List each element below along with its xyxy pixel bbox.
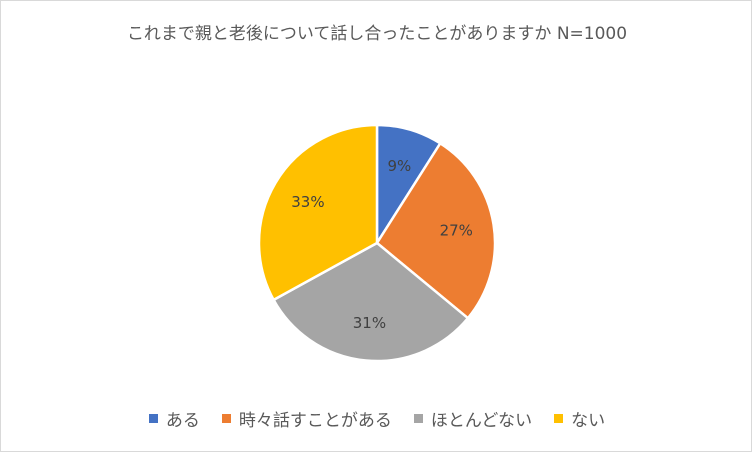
legend-label-aru: ある <box>165 411 200 431</box>
data-label-nai: 33% <box>291 193 324 211</box>
legend-label-tokidoki: 時々話すことがある <box>238 411 392 431</box>
legend: ある 時々話すことがある ほとんどない ない <box>1 406 752 431</box>
chart-title: これまで親と老後について話し合ったことがありますか N=1000 <box>126 24 628 44</box>
legend-item-hotondo: ほとんどない <box>413 406 533 431</box>
legend-label-hotondo: ほとんどない <box>430 411 533 431</box>
data-label-tokidoki: 27% <box>440 221 473 239</box>
pie-slice-hotondo <box>272 241 470 363</box>
legend-swatch-nai <box>554 414 564 423</box>
legend-label-nai: ない <box>571 411 606 431</box>
legend-swatch-aru <box>148 414 158 423</box>
data-label-hotondo: 31% <box>353 314 386 332</box>
pie-slice-nai <box>257 123 379 302</box>
legend-swatch-hotondo <box>413 414 423 423</box>
data-label-aru: 9% <box>387 157 411 175</box>
pie-slice-tokidoki <box>375 142 497 320</box>
legend-item-nai: ない <box>554 406 605 431</box>
legend-item-aru: ある <box>148 406 200 431</box>
legend-item-tokidoki: 時々話すことがある <box>221 406 392 431</box>
legend-swatch-tokidoki <box>221 414 231 423</box>
